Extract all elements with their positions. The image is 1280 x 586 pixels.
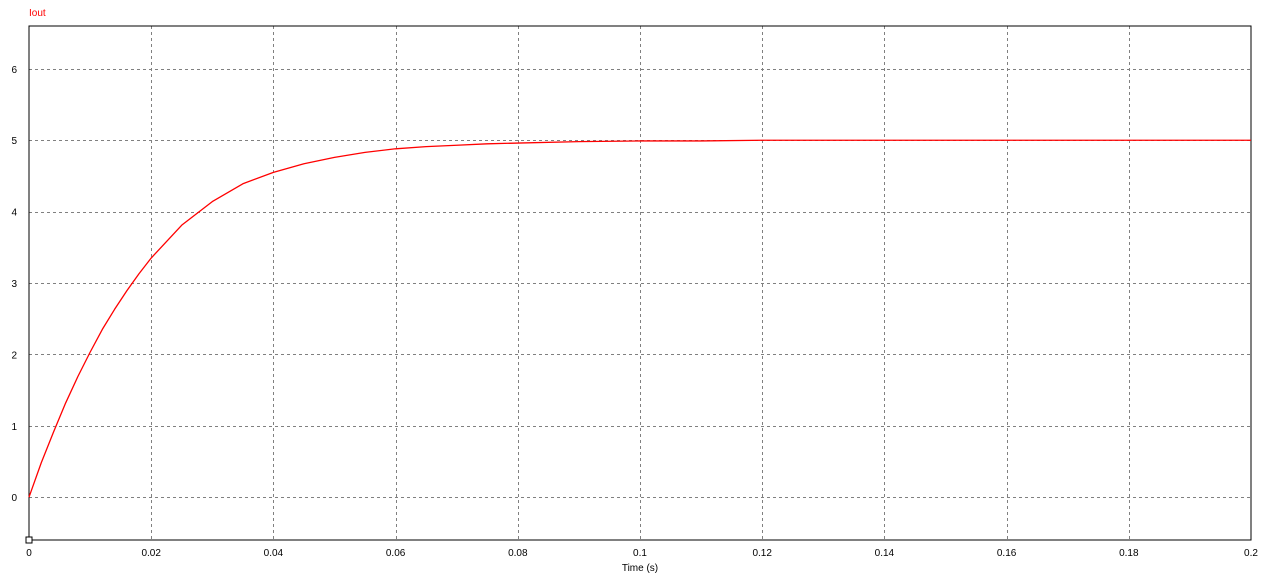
x-tick-label: 0.02: [141, 548, 161, 559]
y-tick-label: 1: [11, 422, 17, 433]
x-tick-label: 0.14: [875, 548, 895, 559]
x-axis: 0 0.02 0.04 0.06 0.08 0.1 0.12 0.14 0.16 0.18 0.2: [26, 548, 1258, 559]
y-tick-label: 0: [11, 493, 17, 504]
series-name-label: Iout: [29, 8, 46, 19]
series-line-iout: [28, 139, 1251, 498]
y-axis: 0 1 2 3 4 5 6: [11, 65, 17, 504]
y-tick-label: 2: [11, 350, 17, 361]
y-tick-label: 3: [11, 279, 17, 290]
x-tick-label: 0: [26, 548, 32, 559]
x-tick-label: 0.06: [386, 548, 406, 559]
origin-marker: [25, 536, 33, 544]
x-tick-label: 0.08: [508, 548, 528, 559]
plot-area-frame: [28, 25, 1252, 541]
y-tick-label: 6: [11, 65, 17, 76]
series-layer: [28, 139, 1251, 498]
grid: [29, 26, 1251, 540]
x-tick-label: 0.1: [633, 548, 647, 559]
x-tick-label: 0.18: [1119, 548, 1139, 559]
x-tick-label: 0.2: [1244, 548, 1258, 559]
x-axis-title: Time (s): [622, 563, 658, 574]
x-tick-label: 0.04: [264, 548, 284, 559]
x-tick-label: 0.16: [997, 548, 1017, 559]
x-tick-label: 0.12: [752, 548, 772, 559]
y-tick-label: 5: [11, 136, 17, 147]
y-tick-label: 4: [11, 208, 17, 219]
